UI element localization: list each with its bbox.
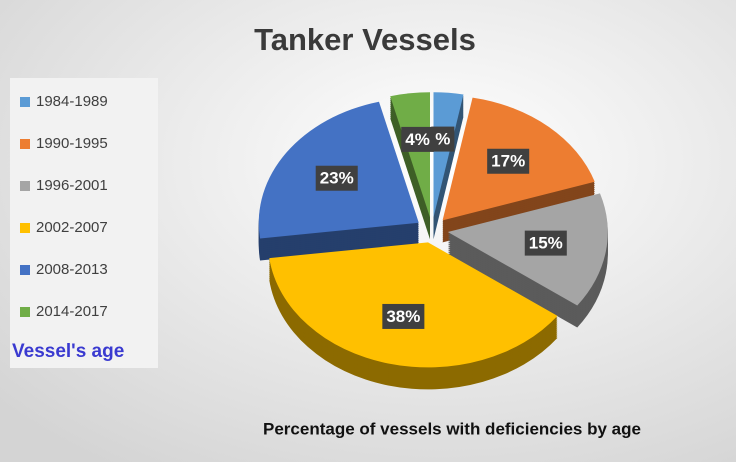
pie: % 17% 15% 38% 23% 4%: [258, 92, 608, 390]
data-label: 23%: [320, 169, 354, 188]
data-label: %: [435, 130, 450, 149]
data-label-box: [401, 126, 434, 152]
legend-swatch: [20, 223, 30, 233]
data-label: 17%: [491, 152, 525, 171]
data-label: 38%: [386, 307, 420, 326]
data-label-box: [382, 303, 425, 329]
legend-label: 1984-1989: [36, 93, 108, 110]
data-label-box: [431, 126, 455, 152]
data-label-box: [524, 230, 567, 256]
slice: [433, 92, 464, 218]
legend-swatch: [20, 265, 30, 275]
legend-box: [10, 78, 158, 368]
data-label: 4%: [405, 130, 430, 149]
legend-label: 1990-1995: [36, 135, 108, 152]
data-label-box: [315, 165, 358, 191]
legend-title: Vessel's age: [12, 341, 124, 362]
legend-label: 1996-2001: [36, 177, 108, 194]
legend: 1984-1989 1990-1995 1996-2001 2002-2007 2008…: [20, 93, 108, 320]
caption: Percentage of vessels with deficiencies …: [263, 419, 641, 438]
legend-swatch: [20, 97, 30, 107]
legend-label: 2008-2013: [36, 261, 108, 278]
legend-swatch: [20, 181, 30, 191]
legend-label: 2002-2007: [36, 219, 108, 236]
slice: [390, 92, 430, 218]
data-label: 15%: [529, 234, 563, 253]
chart-title: Tanker Vessels: [254, 22, 476, 57]
legend-swatch: [20, 307, 30, 317]
legend-label: 2014-2017: [36, 303, 108, 320]
data-label-box: [487, 148, 530, 174]
legend-swatch: [20, 139, 30, 149]
